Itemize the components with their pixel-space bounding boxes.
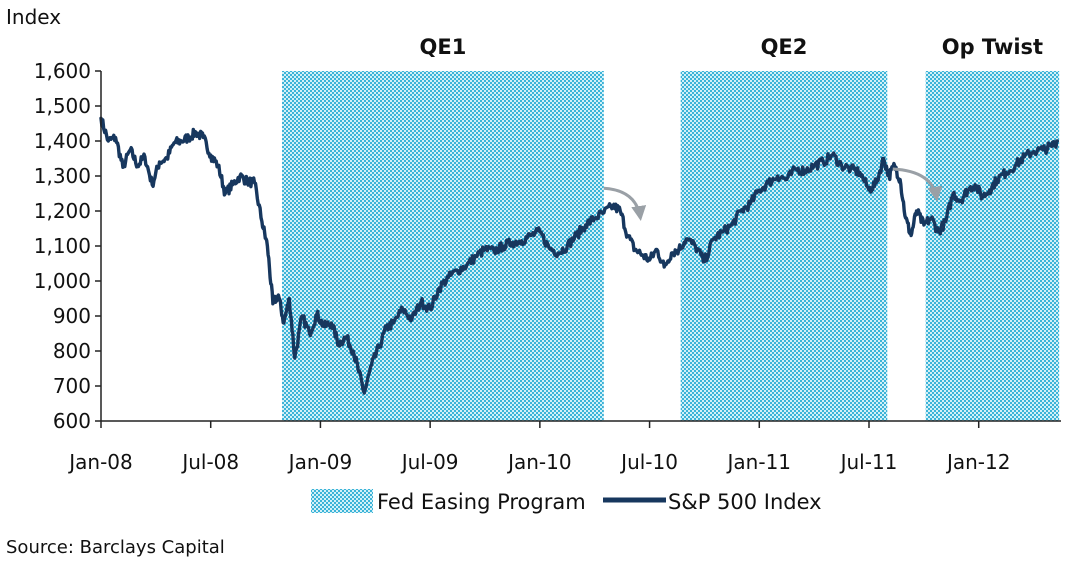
y-tick-label: 700 xyxy=(53,374,91,398)
program-band-3 xyxy=(925,71,1060,421)
sp500-series-line xyxy=(99,116,1059,395)
y-tick-label: 1,000 xyxy=(34,269,91,293)
x-tick-label: Jan-09 xyxy=(287,450,353,474)
y-tick-label: 1,200 xyxy=(34,199,91,223)
x-tick-label: Jul-08 xyxy=(180,450,239,474)
legend: Fed Easing Program S&P 500 Index xyxy=(311,489,822,514)
program-label-3: Op Twist xyxy=(942,35,1043,59)
y-tick-label: 900 xyxy=(53,304,91,328)
annotation-arrow-2 xyxy=(892,167,943,202)
source-note: Source: Barclays Capital xyxy=(6,537,225,558)
x-tick-label: Jul-11 xyxy=(839,450,898,474)
y-tick-label: 800 xyxy=(53,339,91,363)
x-tick-label: Jan-11 xyxy=(726,450,792,474)
program-labels: QE1 QE2 Op Twist xyxy=(420,35,1044,59)
program-label-1: QE1 xyxy=(420,35,467,59)
y-tick-label: 1,100 xyxy=(34,234,91,258)
y-tick-label: 600 xyxy=(53,409,91,433)
program-band-1 xyxy=(282,71,604,421)
y-axis-title: Index xyxy=(6,5,61,29)
y-tick-label: 1,500 xyxy=(34,94,91,118)
program-label-2: QE2 xyxy=(761,35,808,59)
legend-swatch-easing xyxy=(311,489,373,513)
x-tick-label: Jan-12 xyxy=(945,450,1011,474)
legend-label-easing: Fed Easing Program xyxy=(377,490,586,514)
x-tick-label: Jul-10 xyxy=(619,450,678,474)
x-tick-label: Jul-09 xyxy=(400,450,459,474)
annotation-arrow-1 xyxy=(603,186,647,221)
x-tick-label: Jan-08 xyxy=(67,450,133,474)
x-axis: Jan-08 Jul-08 Jan-09 Jul-09 Jan-10 Jul-10 Jan-… xyxy=(67,421,1010,474)
legend-label-sp500: S&P 500 Index xyxy=(668,490,822,514)
y-tick-label: 1,400 xyxy=(34,129,91,153)
y-tick-label: 1,600 xyxy=(34,59,91,83)
program-bands xyxy=(282,71,1060,421)
y-axis: 600 700 800 900 1,000 1,100 1,200 1,300 1,400 1,5… xyxy=(34,59,101,433)
arrow-annotations xyxy=(603,167,943,221)
x-tick-label: Jan-10 xyxy=(506,450,572,474)
y-tick-label: 1,300 xyxy=(34,164,91,188)
program-band-2 xyxy=(680,71,888,421)
